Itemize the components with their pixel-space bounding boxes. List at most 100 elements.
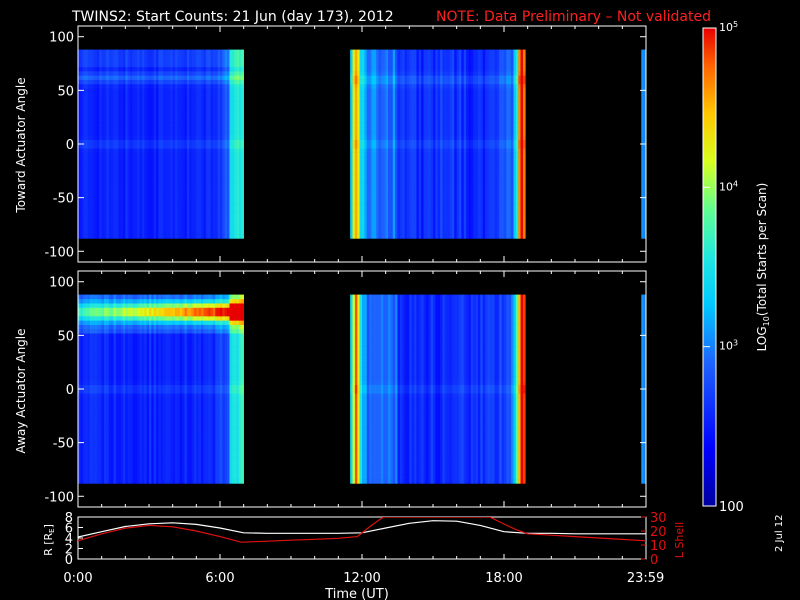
heatmap-cell — [165, 88, 169, 93]
heatmap-cell — [423, 174, 427, 179]
heatmap-cell — [113, 96, 117, 102]
heatmap-cell — [236, 79, 240, 85]
heatmap-cell — [205, 221, 209, 226]
heatmap-cell — [222, 75, 226, 80]
heatmap-cell — [357, 79, 360, 85]
heatmap-cell — [146, 165, 150, 171]
heatmap-cell — [350, 135, 353, 141]
heatmap-cell — [82, 191, 86, 196]
heatmap-cell — [89, 221, 93, 226]
heatmap-cell — [399, 79, 403, 85]
heatmap-cell — [104, 225, 107, 231]
heatmap-cell — [198, 92, 202, 98]
heatmap-cell — [423, 212, 427, 218]
heatmap-cell — [108, 118, 112, 123]
heatmap-cell — [144, 113, 147, 119]
heatmap-cell — [357, 186, 360, 192]
heatmap-cell — [130, 135, 133, 141]
heatmap-cell — [170, 229, 173, 235]
heatmap-cell — [442, 75, 446, 80]
heatmap-cell — [132, 113, 136, 119]
heatmap-cell — [189, 161, 192, 166]
heatmap-cell — [366, 208, 370, 213]
heatmap-cell — [141, 174, 145, 179]
heatmap-cell — [92, 178, 95, 183]
heatmap-cell — [125, 122, 128, 128]
heatmap-cell — [399, 152, 403, 158]
heatmap-cell — [115, 83, 119, 89]
heatmap-cell — [416, 144, 420, 149]
heatmap-cell — [442, 139, 446, 145]
heatmap-cell — [89, 83, 93, 89]
heatmap-cell — [388, 122, 391, 128]
heatmap-cell — [447, 58, 450, 63]
heatmap-cell — [428, 75, 431, 80]
heatmap-cell — [395, 208, 398, 213]
heatmap-cell — [82, 131, 86, 136]
heatmap-cell — [156, 131, 159, 136]
heatmap-cell — [220, 191, 223, 196]
heatmap-cell — [153, 122, 157, 128]
heatmap-cell — [428, 156, 431, 162]
heatmap-cell — [125, 225, 128, 231]
heatmap-cell — [175, 88, 178, 93]
heatmap-cell — [139, 174, 143, 179]
heatmap-cell — [354, 96, 358, 102]
heatmap-cell — [130, 71, 133, 76]
heatmap-cell — [186, 131, 190, 136]
heatmap-cell — [451, 165, 455, 171]
heatmap-cell — [208, 71, 211, 76]
heatmap-cell — [160, 229, 164, 235]
heatmap-cell — [362, 83, 365, 89]
heatmap-cell — [224, 216, 228, 222]
heatmap-cell — [359, 66, 363, 72]
heatmap-cell — [177, 182, 181, 188]
heatmap-cell — [191, 165, 195, 171]
heatmap-cell — [444, 178, 448, 183]
heatmap-cell — [220, 208, 223, 213]
heatmap-cell — [350, 221, 353, 226]
heatmap-cell — [163, 75, 166, 80]
heatmap-cell — [440, 208, 443, 213]
heatmap-cell — [198, 225, 202, 231]
heatmap-cell — [115, 75, 119, 80]
heatmap-cell — [141, 92, 145, 98]
heatmap-cell — [184, 212, 188, 218]
heatmap-cell — [371, 49, 375, 55]
heatmap-cell — [149, 148, 152, 153]
heatmap-cell — [444, 66, 448, 72]
heatmap-cell — [378, 131, 382, 136]
heatmap-cell — [241, 148, 244, 153]
heatmap-cell — [165, 234, 169, 239]
heatmap-cell — [234, 131, 237, 136]
heatmap-cell — [433, 118, 436, 123]
heatmap-cell — [383, 62, 386, 68]
heatmap-cell — [179, 109, 183, 115]
heatmap-cell — [165, 186, 169, 192]
heatmap-cell — [238, 161, 242, 166]
heatmap-cell — [352, 178, 356, 183]
heatmap-cell — [111, 156, 114, 162]
heatmap-cell — [196, 118, 199, 123]
heatmap-cell — [175, 105, 178, 110]
heatmap-cell — [137, 49, 140, 55]
heatmap-cell — [380, 83, 384, 89]
heatmap-cell — [111, 49, 114, 55]
heatmap-cell — [167, 131, 171, 136]
heatmap-cell — [399, 225, 403, 231]
heatmap-cell — [139, 58, 143, 63]
heatmap-cell — [376, 225, 379, 231]
heatmap-cell — [191, 182, 195, 188]
heatmap-cell — [96, 199, 100, 205]
heatmap-cell — [222, 83, 226, 89]
heatmap-cell — [357, 109, 360, 115]
heatmap-cell — [170, 49, 173, 55]
heatmap-cell — [153, 225, 157, 231]
heatmap-cell — [115, 229, 119, 235]
heatmap-cell — [215, 49, 218, 55]
heatmap-cell — [92, 195, 95, 201]
heatmap-cell — [421, 191, 424, 196]
heatmap-cell — [201, 169, 204, 175]
heatmap-cell — [357, 148, 360, 153]
heatmap-cell — [92, 191, 95, 196]
